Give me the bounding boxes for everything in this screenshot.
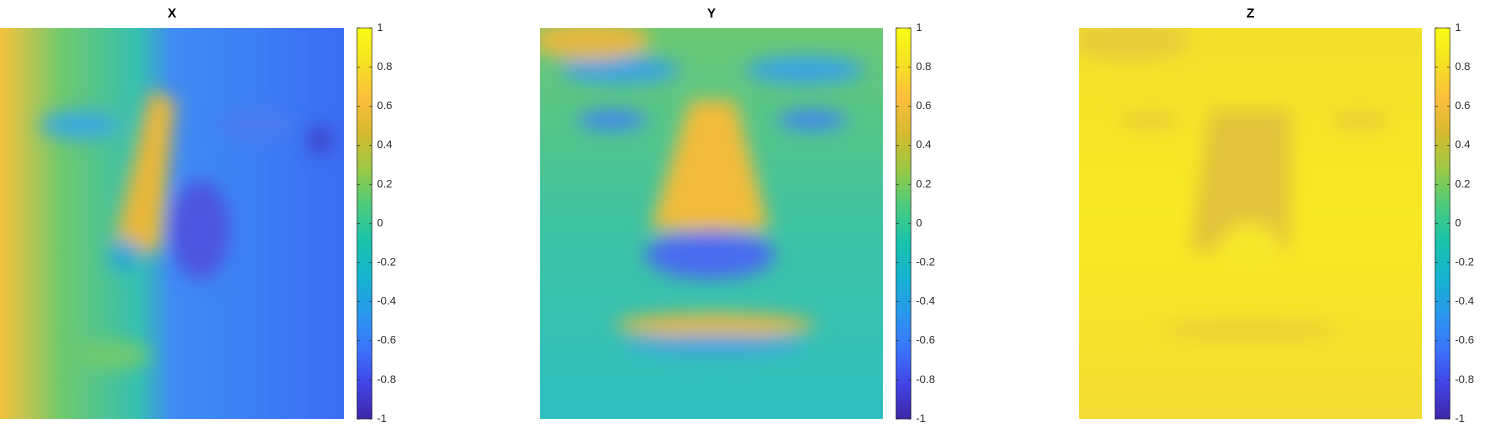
image-y — [540, 28, 883, 419]
colorbar-tick-label: 0 — [377, 217, 383, 229]
colorbar-tick-label: -0.6 — [1455, 335, 1474, 347]
colorbar-tick-label: -0.8 — [377, 374, 396, 386]
colorbar-tick-label: 0.6 — [916, 100, 931, 112]
colorbar-tick-label: -0.4 — [377, 296, 396, 308]
colorbar-tick-label: -0.8 — [916, 374, 935, 386]
colorbar-tick-label: -0.2 — [916, 257, 935, 269]
colorbar-tick-label: 1 — [377, 22, 383, 34]
colorbar-tick-label: 0.4 — [1455, 139, 1470, 151]
panel-title: Y — [707, 5, 716, 20]
colorbar-tick-label: 0.6 — [1455, 100, 1470, 112]
image-x — [0, 28, 344, 419]
colorbar-tick-label: 0.8 — [916, 61, 931, 73]
colorbar-tick-label: 0 — [916, 217, 922, 229]
colorbar-tick-label: 0.8 — [377, 61, 392, 73]
colorbar-tick-label: -0.4 — [916, 296, 935, 308]
colorbar-tick-label: -0.8 — [1455, 374, 1474, 386]
colorbar-tick-label: -0.6 — [377, 335, 396, 347]
colorbar-tick-label: -0.4 — [1455, 296, 1474, 308]
colorbar-tick-label: 1 — [1455, 22, 1461, 34]
image-z — [1079, 28, 1422, 419]
colorbar-tick-label: 0.2 — [377, 178, 392, 190]
colorbar-tick-label: 0.2 — [916, 178, 931, 190]
colorbar-tick-label: 0 — [1455, 217, 1461, 229]
colorbar-tick-label: 1 — [916, 22, 922, 34]
colorbar-tick-label: -0.6 — [916, 335, 935, 347]
panel-title: X — [168, 5, 177, 20]
colorbar-tick-label: 0.2 — [1455, 178, 1470, 190]
colorbar-tick-label: 0.4 — [377, 139, 392, 151]
panel-title: Z — [1247, 5, 1255, 20]
colorbar-tick-label: 0.8 — [1455, 61, 1470, 73]
colorbar-tick-label: -0.2 — [377, 257, 396, 269]
colorbar-tick-label: 0.4 — [916, 139, 931, 151]
colorbar-tick-label: -1 — [916, 413, 926, 425]
colorbar-tick-label: -0.2 — [1455, 257, 1474, 269]
colorbar-tick-label: -1 — [377, 413, 387, 425]
colorbar-tick-label: 0.6 — [377, 100, 392, 112]
colorbar-tick-label: -1 — [1455, 413, 1465, 425]
